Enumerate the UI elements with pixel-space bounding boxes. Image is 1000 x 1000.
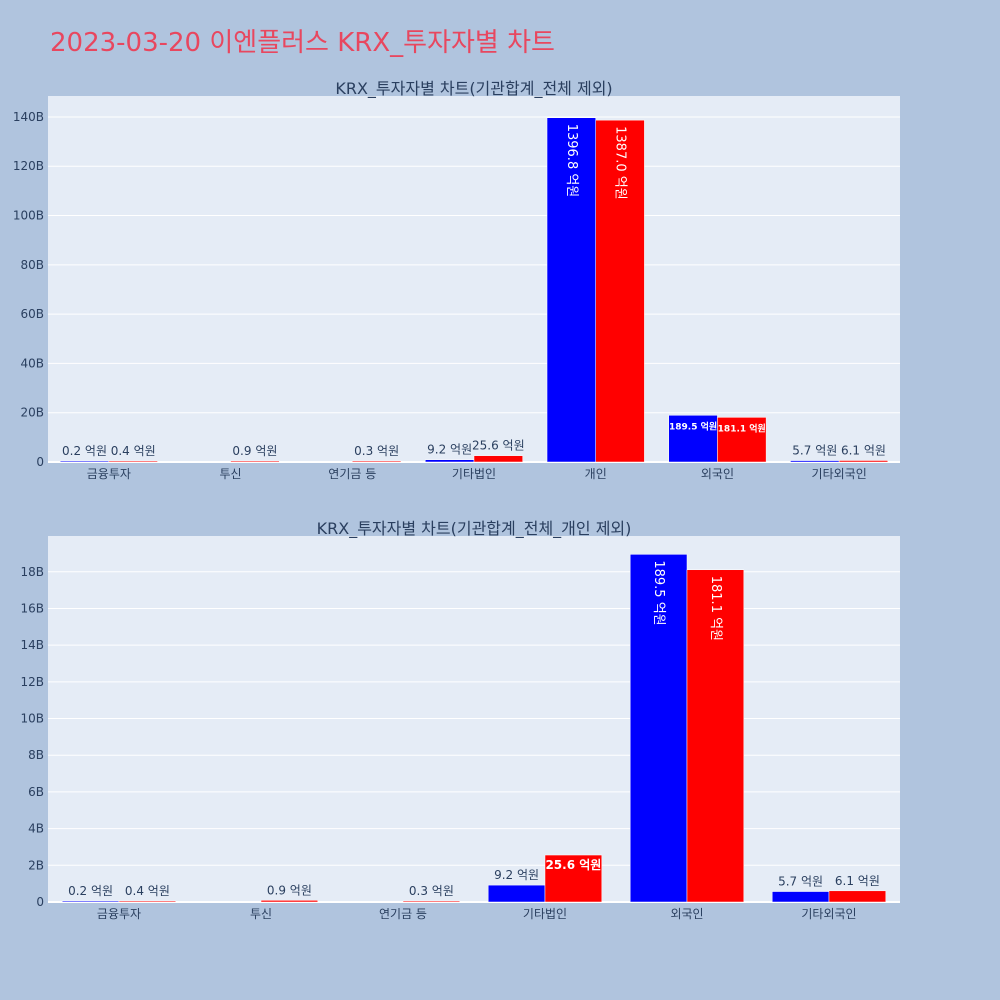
bar-buy <box>668 415 718 463</box>
bar-label: 25.6 억원 <box>545 858 601 872</box>
x-tick-label: 기타법인 <box>452 467 496 481</box>
bar-label: 0.2 억원 <box>62 444 107 458</box>
bar-label: 25.6 억원 <box>472 439 525 453</box>
bar-label: 1387.0 억원 <box>613 126 628 200</box>
bar-sell <box>544 854 603 903</box>
y-tick-label: 6B <box>28 785 44 799</box>
y-tick-label: 40B <box>20 356 44 370</box>
bar-label: 0.3 억원 <box>409 884 454 898</box>
bar-buy <box>59 460 110 463</box>
bar-label: 5.7 억원 <box>792 444 837 458</box>
plot-area <box>48 96 900 462</box>
bar-sell <box>118 900 177 903</box>
bar-buy <box>771 891 830 903</box>
y-tick-label: 100B <box>13 209 44 223</box>
chart-bottom: 0 2B 4B 6B 8B 10B 12B 14B 16B 18B KRX_투자자별 차트(기관합계… <box>20 519 900 921</box>
y-tick-label: 0 <box>36 895 44 909</box>
bar-label: 0.4 억원 <box>111 444 156 458</box>
bar-buy <box>425 459 475 463</box>
bar-sell <box>595 119 645 463</box>
page-title: 2023-03-20 이엔플러스 KRX_투자자별 차트 <box>50 28 555 58</box>
bar-label: 189.5 억원 <box>669 420 717 432</box>
bar-sell <box>352 460 402 463</box>
x-tick-label: 투신 <box>220 467 242 481</box>
bar-sell <box>686 569 745 903</box>
bar-label: 9.2 억원 <box>427 443 472 457</box>
bar-label: 6.1 억원 <box>841 443 886 457</box>
y-tick-label: 0 <box>36 455 44 469</box>
y-tick-label: 60B <box>20 307 44 321</box>
bar-label: 181.1 억원 <box>708 576 723 641</box>
y-tick-label: 8B <box>28 748 44 762</box>
x-tick-label: 투신 <box>250 907 272 921</box>
bar-label: 181.1 억원 <box>718 422 766 434</box>
y-tick-label: 10B <box>20 712 44 726</box>
bar-buy <box>629 554 688 903</box>
bar-label: 189.5 억원 <box>651 560 666 625</box>
y-tick-label: 20B <box>20 406 44 420</box>
chart-top: 0 20B 40B 60B 80B 100B 120B 140B KRX_투자자별 차트(기관합… <box>13 79 900 481</box>
bar-label: 0.2 억원 <box>68 884 113 898</box>
x-tick-label: 개인 <box>585 467 607 481</box>
bar-buy <box>487 884 546 903</box>
bar-buy <box>546 117 596 463</box>
bar-label: 6.1 억원 <box>835 874 880 888</box>
bar-sell <box>473 455 523 463</box>
y-tick-label: 4B <box>28 822 44 836</box>
bar-sell <box>230 460 280 463</box>
x-tick-label: 외국인 <box>701 467 734 481</box>
y-tick-label: 120B <box>13 159 44 173</box>
bar-sell <box>717 417 767 463</box>
x-tick-label: 기타법인 <box>523 907 567 921</box>
y-tick-label: 16B <box>20 601 44 615</box>
chart-title: KRX_투자자별 차트(기관합계_전체 제외) <box>335 79 612 99</box>
y-tick-label: 140B <box>13 110 44 124</box>
chart-title: KRX_투자자별 차트(기관합계_전체_개인 제외) <box>317 519 632 539</box>
bar-buy <box>790 460 840 463</box>
bar-sell <box>828 890 887 903</box>
y-tick-label: 14B <box>20 638 44 652</box>
y-tick-label: 80B <box>20 258 44 272</box>
x-tick-label: 기타외국인 <box>801 907 856 921</box>
y-tick-label: 2B <box>28 858 44 872</box>
bar-label: 0.4 억원 <box>125 884 170 898</box>
y-tick-label: 18B <box>20 565 44 579</box>
bar-sell <box>260 900 319 903</box>
bar-sell <box>108 460 158 463</box>
bar-label: 9.2 억원 <box>494 868 539 882</box>
bar-label: 5.7 억원 <box>778 875 823 889</box>
y-tick-label: 12B <box>20 675 44 689</box>
bar-sell <box>838 460 889 463</box>
x-tick-label: 외국인 <box>670 907 703 921</box>
x-tick-label: 연기금 등 <box>328 467 376 481</box>
x-tick-label: 기타외국인 <box>812 467 867 481</box>
x-tick-label: 연기금 등 <box>379 907 427 921</box>
bar-label: 0.9 억원 <box>267 883 312 897</box>
bar-label: 1396.8 억원 <box>564 124 579 198</box>
x-tick-label: 금융투자 <box>97 907 141 921</box>
bar-label: 0.9 억원 <box>232 444 277 458</box>
x-tick-label: 금융투자 <box>87 467 131 481</box>
bar-sell <box>402 900 461 903</box>
bar-label: 0.3 억원 <box>354 444 399 458</box>
bar-buy <box>61 900 120 903</box>
